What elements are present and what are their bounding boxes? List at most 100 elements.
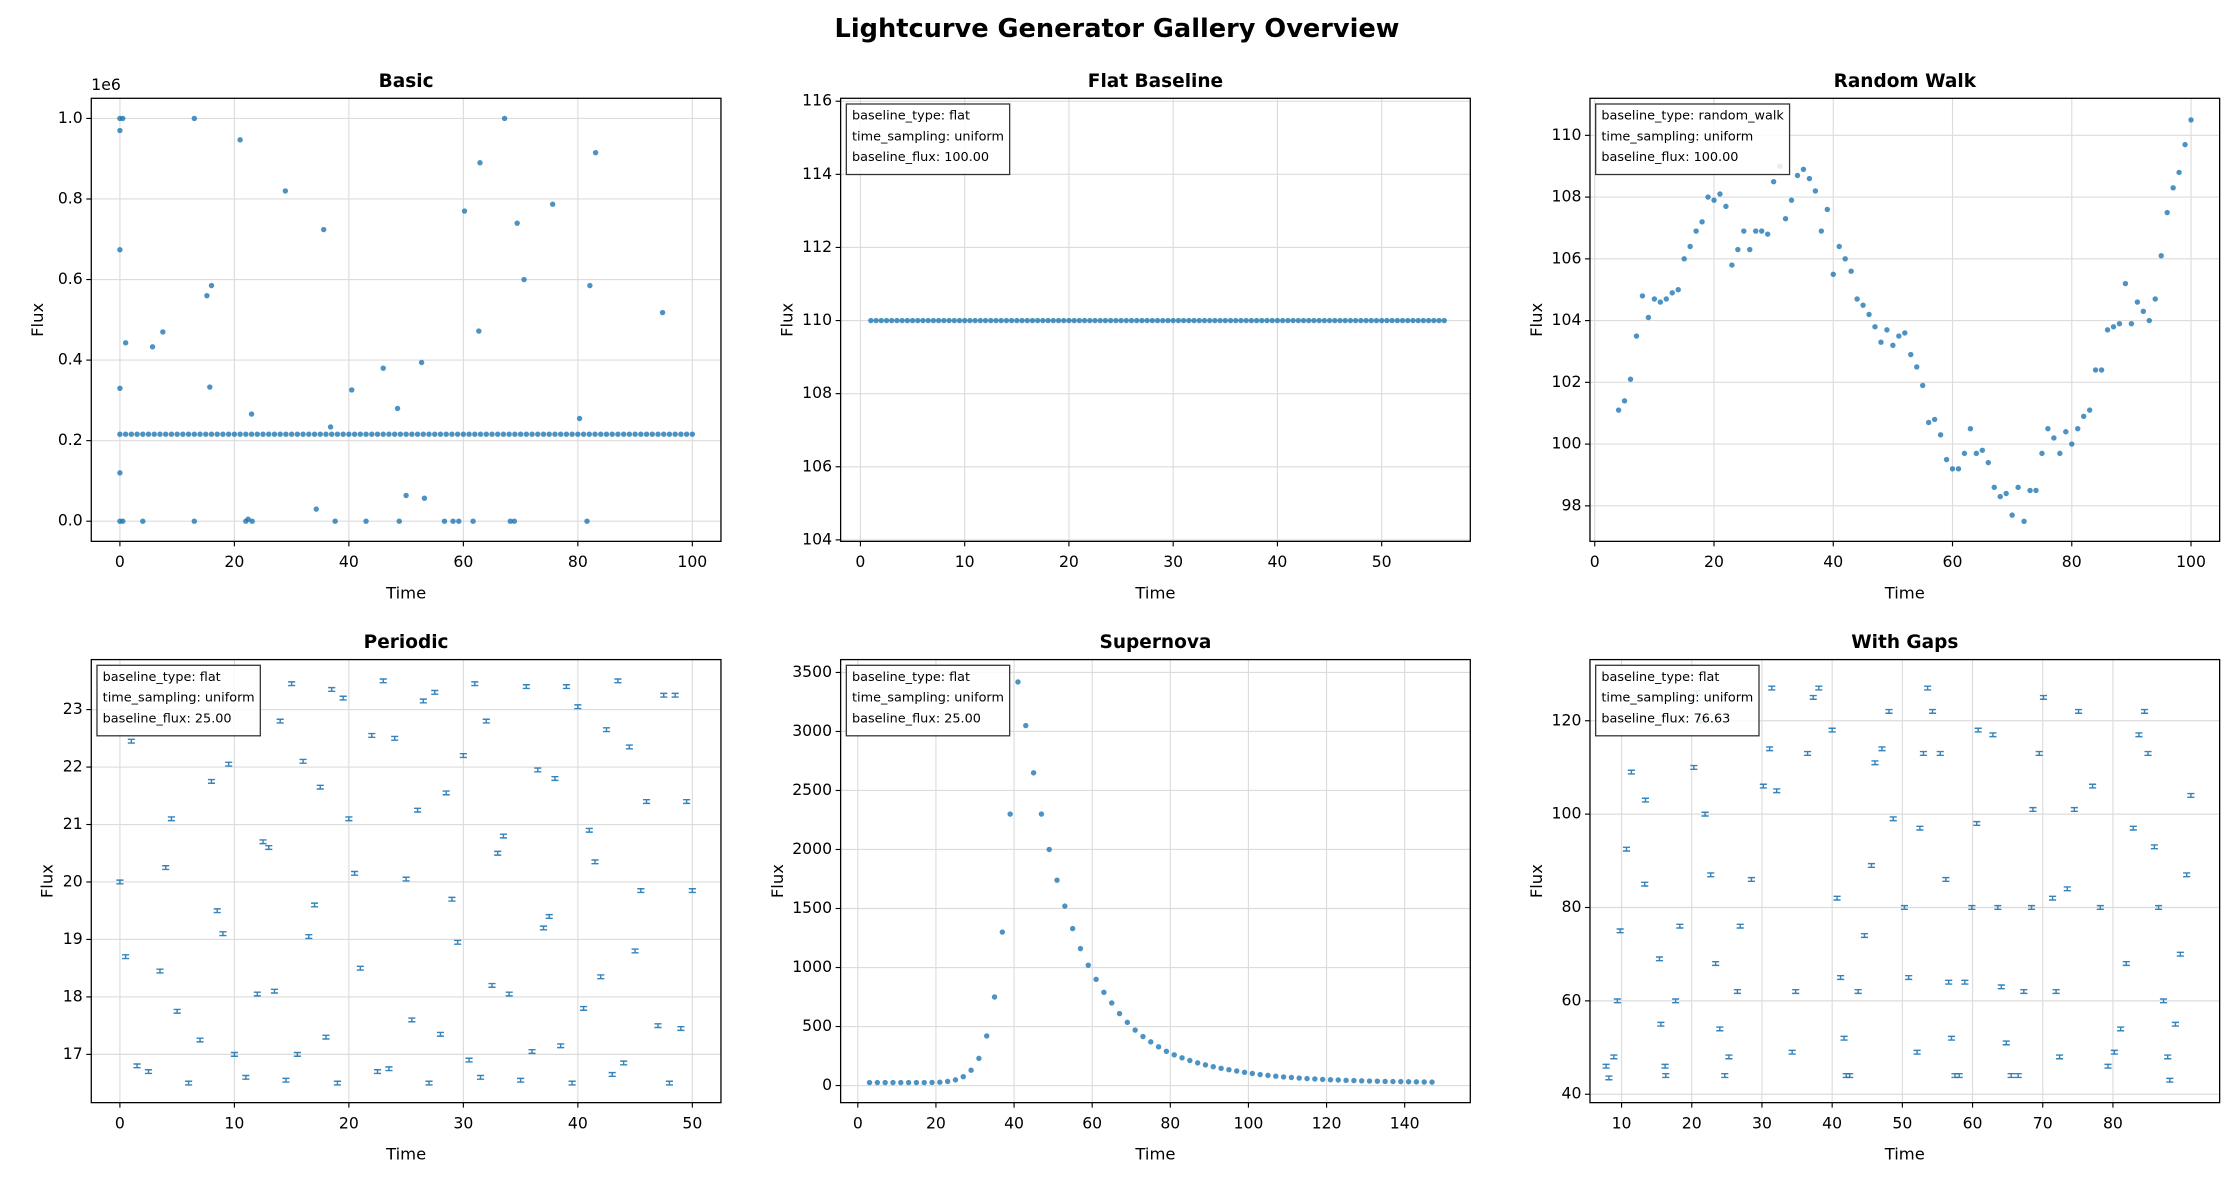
axes-frame bbox=[90, 658, 722, 1104]
data-point bbox=[1274, 317, 1281, 324]
data-point bbox=[1690, 764, 1698, 771]
axes-frame bbox=[839, 658, 1471, 1104]
figure-title: Lightcurve Generator Gallery Overview bbox=[835, 14, 1400, 44]
data-point bbox=[609, 431, 615, 437]
data-point bbox=[1019, 317, 1025, 324]
info-box-line: baseline_type: flat bbox=[1601, 670, 1719, 685]
data-point bbox=[666, 431, 673, 437]
info-box-line: time_sampling: uniform bbox=[852, 691, 1004, 706]
y-tick-label: 1.0 bbox=[58, 108, 83, 127]
data-point bbox=[1062, 903, 1068, 909]
data-point bbox=[915, 317, 921, 324]
data-point bbox=[185, 431, 192, 437]
data-point bbox=[591, 859, 599, 865]
subplot: 0 10 20 30 40 50 104 106 108 110 112 114 116 Flat Bas… bbox=[777, 71, 1471, 602]
data-point bbox=[351, 431, 358, 437]
data-point bbox=[659, 309, 666, 316]
y-tick-label: 22 bbox=[63, 757, 83, 776]
data-point bbox=[2003, 490, 2009, 497]
data-point bbox=[482, 718, 490, 724]
data-point bbox=[913, 1079, 920, 1086]
data-point bbox=[882, 1079, 888, 1086]
subplot: 0 20 40 60 80 100 120 140 0 500 1000 1500 2000 2500 30… bbox=[768, 632, 1471, 1164]
info-box: baseline_type: random_walk time_sampling:… bbox=[1595, 103, 1791, 176]
data-point bbox=[254, 431, 260, 437]
data-point bbox=[1809, 694, 1817, 700]
info-box: baseline_type: flat time_sampling: unifor… bbox=[845, 103, 1011, 176]
data-point bbox=[237, 431, 243, 437]
data-point bbox=[2080, 413, 2087, 420]
data-point bbox=[1662, 1073, 1670, 1079]
data-point bbox=[1368, 317, 1374, 324]
x-axis-label: Time bbox=[1884, 1145, 1925, 1164]
data-point bbox=[1633, 333, 1640, 339]
data-point bbox=[283, 431, 289, 437]
data-point bbox=[2135, 732, 2143, 738]
data-point bbox=[2122, 960, 2130, 967]
info-box-line: baseline_type: flat bbox=[852, 109, 970, 124]
data-point bbox=[2116, 320, 2123, 327]
data-point bbox=[1605, 1075, 1613, 1081]
data-point bbox=[1384, 317, 1390, 324]
data-point bbox=[1241, 1069, 1248, 1076]
data-point bbox=[1248, 317, 1255, 324]
data-point bbox=[2002, 1040, 2010, 1046]
y-tick-label: 19 bbox=[63, 929, 83, 948]
y-tick-label: 110 bbox=[1552, 125, 1582, 144]
data-point bbox=[402, 876, 410, 882]
data-point bbox=[1657, 299, 1664, 305]
data-point bbox=[1321, 317, 1328, 324]
info-box: baseline_type: flat time_sampling: unifor… bbox=[96, 664, 261, 737]
subplot-title: Periodic bbox=[364, 632, 449, 653]
info-box-line: baseline_flux: 25.00 bbox=[852, 711, 981, 726]
data-point bbox=[539, 925, 548, 931]
data-point bbox=[625, 744, 633, 750]
data-point bbox=[1733, 988, 1741, 995]
data-point bbox=[1991, 484, 1997, 491]
data-point bbox=[448, 896, 456, 902]
data-point bbox=[1024, 317, 1030, 324]
x-tick-label: 50 bbox=[1892, 1114, 1912, 1133]
data-point bbox=[1296, 1075, 1302, 1081]
data-point bbox=[608, 1071, 616, 1078]
data-point bbox=[1420, 317, 1427, 324]
data-point bbox=[322, 1034, 330, 1040]
y-axis-label: Flux bbox=[777, 303, 796, 337]
data-point bbox=[271, 431, 278, 437]
data-point bbox=[1116, 1010, 1123, 1017]
x-axis-label: Time bbox=[385, 583, 426, 602]
data-point bbox=[442, 790, 450, 796]
subplot-title: Basic bbox=[379, 71, 434, 92]
data-point bbox=[1316, 317, 1322, 324]
data-point bbox=[328, 431, 335, 437]
data-point bbox=[1770, 178, 1777, 185]
data-point bbox=[1828, 727, 1836, 733]
data-point bbox=[1160, 317, 1166, 324]
data-point bbox=[1824, 206, 1830, 213]
data-point bbox=[425, 1080, 433, 1086]
data-point bbox=[196, 1037, 204, 1043]
data-point bbox=[631, 948, 639, 954]
data-point bbox=[1398, 1078, 1404, 1085]
data-point bbox=[1924, 685, 1932, 691]
y-tick-label: 100 bbox=[1552, 804, 1582, 823]
info-box-line: baseline_flux: 100.00 bbox=[1601, 150, 1738, 165]
data-point bbox=[1669, 290, 1675, 296]
data-point bbox=[1040, 317, 1046, 324]
data-point bbox=[1154, 317, 1161, 324]
data-point bbox=[253, 991, 261, 997]
y-tick-label: 60 bbox=[1561, 990, 1581, 1009]
x-tick-label: 100 bbox=[1233, 1114, 1263, 1133]
data-point bbox=[2015, 484, 2021, 491]
data-point bbox=[1405, 1079, 1412, 1085]
data-point bbox=[1729, 262, 1735, 268]
data-point bbox=[546, 431, 552, 437]
data-point bbox=[614, 678, 622, 684]
info-box-frame bbox=[1595, 664, 1760, 737]
data-point bbox=[476, 328, 482, 334]
data-point bbox=[1441, 317, 1447, 324]
data-point bbox=[1288, 1074, 1295, 1081]
data-point bbox=[1363, 317, 1369, 324]
data-point bbox=[231, 431, 238, 437]
data-point bbox=[1908, 351, 1914, 358]
